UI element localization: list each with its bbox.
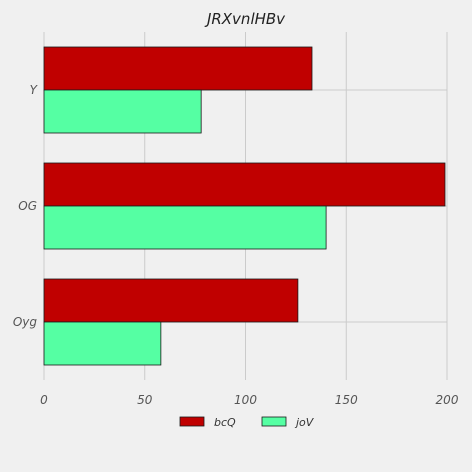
legend-swatch xyxy=(180,417,204,426)
legend: bcQ joV xyxy=(180,416,315,429)
bar-joV-Y xyxy=(44,90,201,133)
bar-joV-OG xyxy=(44,206,326,249)
bar-bcQ-OG xyxy=(44,163,445,206)
y-tick-label: Oyg xyxy=(13,315,38,329)
x-tick-label: 50 xyxy=(137,393,153,407)
legend-label: bcQ xyxy=(214,416,236,429)
bar-joV-Oyg xyxy=(44,322,161,365)
legend-item-joV: joV xyxy=(262,416,315,429)
x-tick-label: 150 xyxy=(335,393,358,407)
chart-title: JRXvnlHBv xyxy=(204,10,286,28)
legend-swatch xyxy=(262,417,286,426)
x-tick-label: 200 xyxy=(436,393,459,407)
bar-bcQ-Y xyxy=(44,47,312,90)
bars xyxy=(44,47,445,365)
legend-label: joV xyxy=(294,416,315,429)
y-axis-tick-labels: Y OG Oyg xyxy=(13,83,39,329)
x-axis-tick-labels: 0 50 100 150 200 xyxy=(40,393,459,407)
x-tick-label: 100 xyxy=(234,393,257,407)
y-tick-label: OG xyxy=(18,199,37,213)
bar-bcQ-Oyg xyxy=(44,279,298,322)
legend-item-bcQ: bcQ xyxy=(180,416,236,429)
x-tick-label: 0 xyxy=(40,393,48,407)
y-tick-label: Y xyxy=(30,83,39,97)
